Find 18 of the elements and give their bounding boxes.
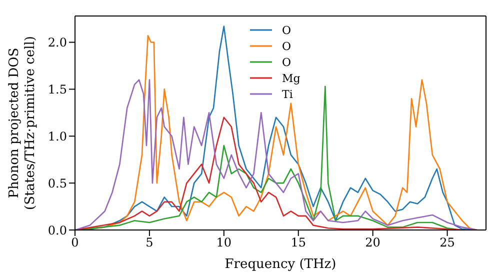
- legend-label: Ti: [282, 88, 293, 100]
- y-tick-label: 0.0: [48, 223, 67, 238]
- legend-label: O: [282, 24, 292, 36]
- x-tick-label: 0: [71, 236, 79, 250]
- y-tick-label: 0.5: [48, 176, 67, 190]
- x-axis-title: Frequency (THz): [224, 257, 336, 272]
- x-tick-label: 20: [365, 236, 380, 250]
- x-tick-label: 15: [290, 236, 306, 250]
- x-tick-label: 10: [216, 236, 232, 250]
- x-tick-label: 5: [146, 236, 154, 250]
- legend-label: O: [282, 56, 292, 68]
- legend-label: O: [282, 40, 292, 52]
- y-tick-label: 2.0: [48, 36, 67, 50]
- y-tick-label: 1.5: [48, 82, 67, 96]
- y-axis-title: Phonon projected DOS (States/THz·primitive cell): [7, 36, 38, 210]
- legend-label: Mg: [282, 72, 300, 84]
- y-tick-label: 1.0: [48, 129, 67, 144]
- x-tick-label: 25: [440, 236, 455, 250]
